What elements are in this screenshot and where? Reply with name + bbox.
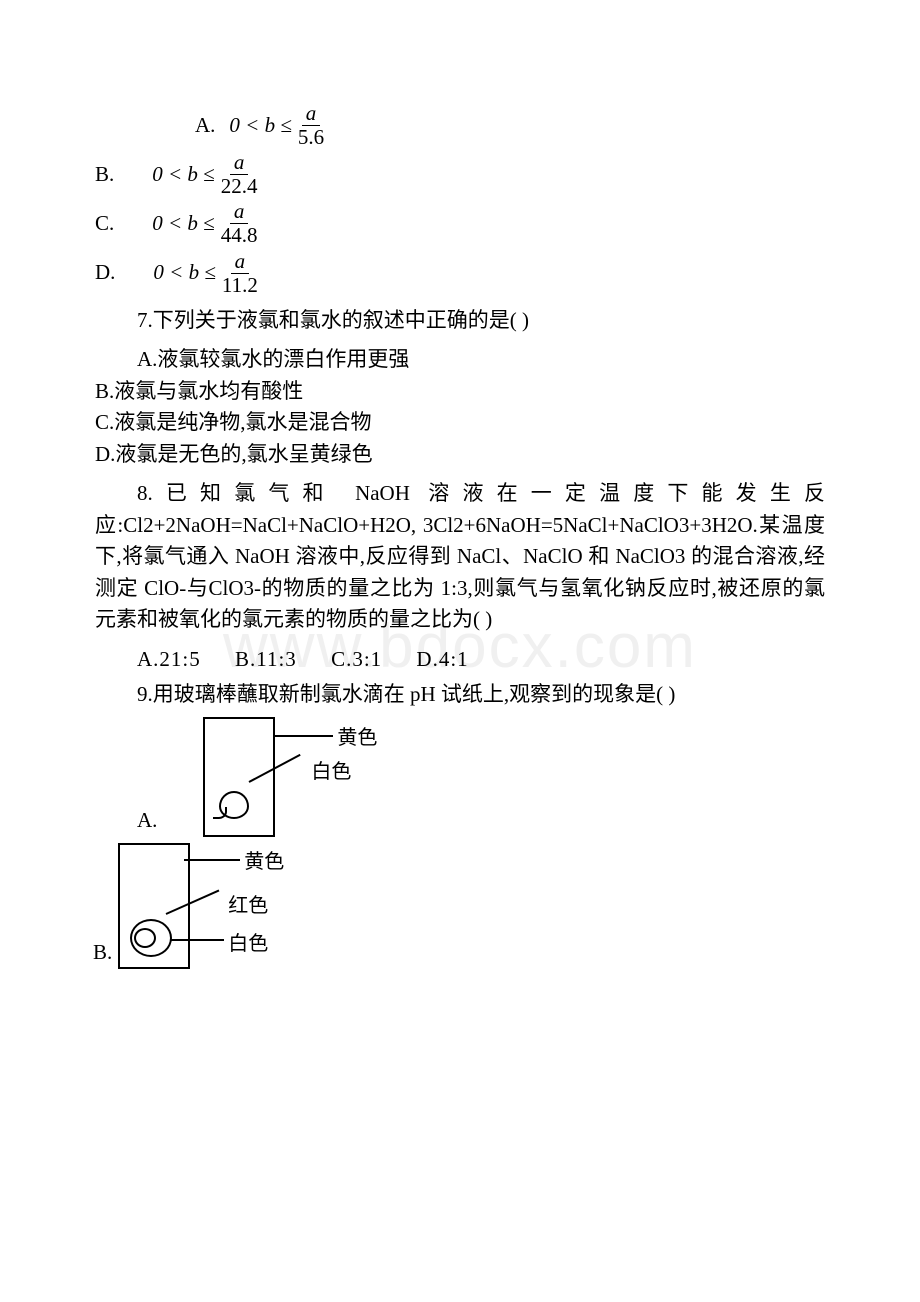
numerator: a [302,102,321,126]
document-content: A. 0 < b ≤ a 5.6 B. 0 < b ≤ a 22.4 C. [95,102,825,969]
numerator: a [231,250,250,274]
q9-stem: 9.用玻璃棒蘸取新制氯水滴在 pH 试纸上,观察到的现象是( ) [95,679,825,711]
q8-stem: 8.已知氯气和 NaOH 溶液在一定温度下能发生反应:Cl2+2NaOH=NaC… [95,478,825,636]
fraction: a 11.2 [220,250,260,297]
inequality-lhs: 0 < b ≤ [153,257,215,289]
leader-line-icon [249,754,301,783]
q9-option-a-label: A. [137,805,157,837]
spot-inner-icon [134,928,156,948]
q8-options: A.21:5 B.11:3 C.3:1 D.4:1 [95,644,825,676]
q8-option-b: B.11:3 [235,647,297,671]
leader-line-icon [166,889,220,914]
q9-option-b-label: B. [93,937,112,969]
q6-option-c: C. 0 < b ≤ a 44.8 [95,200,825,247]
denominator: 11.2 [220,274,260,297]
color-label-yellow: 黄色 [337,723,377,753]
q7-stem: 7.下列关于液氯和氯水的叙述中正确的是( ) [95,305,825,337]
inequality-lhs: 0 < b ≤ [152,208,214,240]
q7-option-a: A.液氯较氯水的漂白作用更强 [95,344,825,376]
ph-paper-diagram-b: 黄色 红色 白色 [118,843,190,969]
denominator: 5.6 [296,126,326,149]
color-label-white: 白色 [311,757,351,787]
color-label-white: 白色 [228,929,268,959]
numerator: a [230,200,249,224]
fraction: a 5.6 [296,102,326,149]
denominator: 22.4 [219,175,260,198]
fraction: a 22.4 [219,151,260,198]
option-label: B. [95,159,114,191]
q7-option-d: D.液氯是无色的,氯水呈黄绿色 [95,439,825,471]
q6-options: A. 0 < b ≤ a 5.6 B. 0 < b ≤ a 22.4 C. [155,102,825,297]
q9-option-a-wrap: A. 黄色 白色 [137,717,825,837]
ph-paper-diagram-a: 黄色 白色 [203,717,275,837]
leader-line-icon [273,735,333,737]
option-label: A. [195,110,215,142]
denominator: 44.8 [219,224,260,247]
option-label: C. [95,208,114,240]
q7-option-c: C.液氯是纯净物,氯水是混合物 [95,407,825,439]
inequality-lhs: 0 < b ≤ [152,159,214,191]
q9-option-b-wrap: B. 黄色 红色 白色 [93,843,825,969]
inequality-lhs: 0 < b ≤ [229,110,291,142]
q7-option-b: B.液氯与氯水均有酸性 [95,376,825,408]
option-label: D. [95,257,115,289]
q8-option-a: A.21:5 [137,647,201,671]
q8-option-d: D.4:1 [416,647,468,671]
q6-option-d: D. 0 < b ≤ a 11.2 [95,250,825,297]
q6-option-b: B. 0 < b ≤ a 22.4 [95,151,825,198]
q8-option-c: C.3:1 [331,647,382,671]
leader-line-icon [170,939,224,941]
q6-option-a: A. 0 < b ≤ a 5.6 [195,102,825,149]
q9-diagrams: A. 黄色 白色 B. 黄色 红色 白色 [95,717,825,969]
color-label-yellow: 黄色 [244,847,284,877]
color-label-red: 红色 [228,891,268,921]
leader-line-icon [184,859,240,861]
fraction: a 44.8 [219,200,260,247]
numerator: a [230,151,249,175]
